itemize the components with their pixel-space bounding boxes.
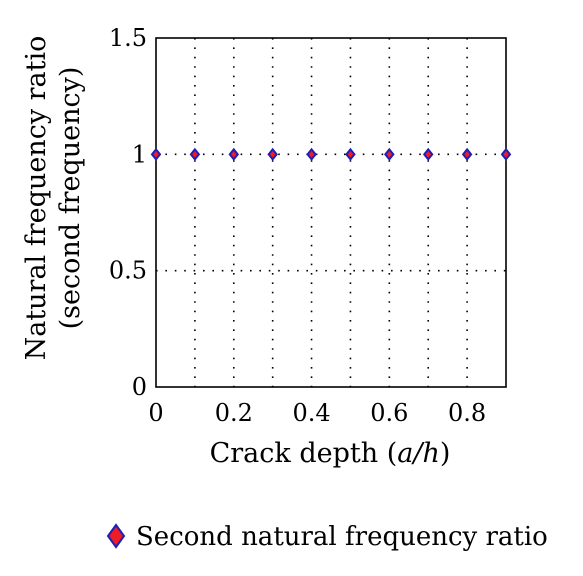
data-point-diamond xyxy=(150,147,162,161)
x-tick-label: 0 xyxy=(148,399,163,427)
legend-diamond-marker xyxy=(106,523,126,549)
data-point-diamond xyxy=(384,147,395,161)
x-tick-label: 0.2 xyxy=(215,399,253,427)
plot-frame xyxy=(155,37,507,388)
x-tick-label: 0.8 xyxy=(448,399,486,427)
y-tick-label: 1 xyxy=(132,140,147,168)
data-point-diamond xyxy=(422,147,434,161)
legend: Second natural frequency ratio xyxy=(106,522,548,552)
data-point-diamond xyxy=(189,147,201,161)
data-points xyxy=(150,147,512,161)
data-point-diamond xyxy=(228,147,240,161)
y-tick-label: 1.5 xyxy=(109,24,147,52)
data-point-diamond xyxy=(267,147,278,161)
x-axis-ticks: 0 0.2 0.4 0.6 0.8 xyxy=(148,399,486,427)
grid-lines xyxy=(156,38,506,387)
data-point-diamond xyxy=(345,147,356,161)
y-tick-label: 0 xyxy=(132,373,147,401)
data-point-diamond xyxy=(500,147,512,161)
x-tick-label: 0.4 xyxy=(292,399,330,427)
y-tick-label: 0.5 xyxy=(109,257,147,285)
x-tick-label: 0.6 xyxy=(370,399,408,427)
data-point-diamond xyxy=(461,147,473,161)
data-point-diamond xyxy=(306,147,317,161)
y-axis-ticks: 0 0.5 1 1.5 xyxy=(109,24,147,401)
legend-label: Second natural frequency ratio xyxy=(136,522,548,552)
y-axis-label-line1: Natural frequency ratio xyxy=(21,36,52,361)
y-axis-label-line2: (second frequency) xyxy=(55,67,86,330)
y-axis-label: Natural frequency ratio (second frequenc… xyxy=(21,36,86,361)
x-axis-label: Crack depth (a/h) xyxy=(210,438,451,469)
